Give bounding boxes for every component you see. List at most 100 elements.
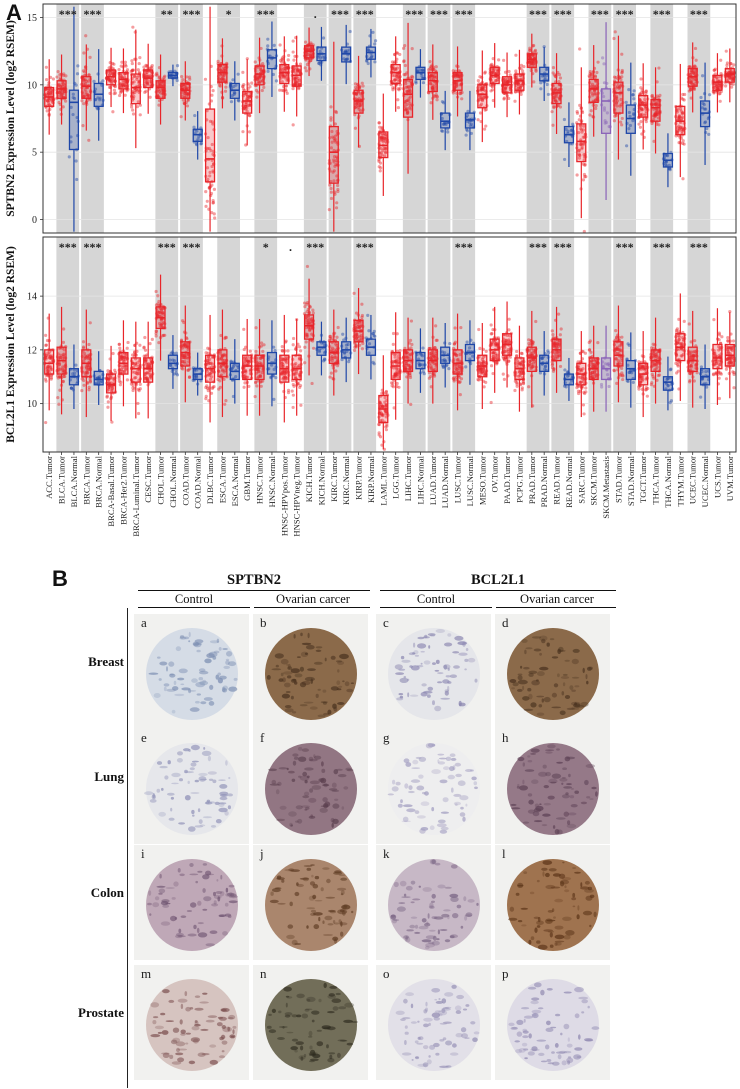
data-point <box>245 96 249 100</box>
data-point <box>57 83 61 87</box>
data-point <box>373 42 377 46</box>
data-point <box>181 78 185 82</box>
data-point <box>693 64 697 68</box>
data-point <box>421 346 425 350</box>
data-point <box>162 75 166 80</box>
box-hnsc-normal <box>266 49 278 70</box>
data-point <box>149 73 153 78</box>
data-point <box>123 75 127 79</box>
data-point <box>156 294 160 298</box>
data-point <box>477 378 481 382</box>
box-prad-tumor <box>526 53 537 68</box>
pair-shade-band <box>526 4 550 233</box>
data-point <box>332 148 336 153</box>
pair-shade-band <box>588 237 612 452</box>
data-point <box>334 109 338 114</box>
box-kirc-tumor <box>328 125 339 184</box>
data-point <box>125 346 129 350</box>
data-point <box>245 101 249 105</box>
data-point <box>149 65 153 69</box>
box-meso-tumor <box>477 84 488 109</box>
data-point <box>222 77 226 81</box>
box-thca-tumor <box>650 98 661 122</box>
data-point <box>161 89 165 93</box>
data-point <box>146 81 150 85</box>
data-point <box>373 60 377 64</box>
data-point <box>292 58 296 62</box>
data-point <box>297 69 301 74</box>
data-point <box>578 47 582 51</box>
data-point <box>336 187 340 192</box>
data-point <box>204 190 208 194</box>
data-point <box>248 114 252 118</box>
data-point <box>335 335 339 339</box>
data-point <box>69 135 73 139</box>
data-point <box>317 61 321 66</box>
data-point <box>87 73 91 77</box>
data-point <box>223 68 227 73</box>
data-point <box>725 61 729 65</box>
data-point <box>69 105 73 109</box>
y-tick-label: 15 <box>27 13 37 24</box>
box-dlbc-tumor <box>204 108 216 183</box>
y-axis-label-2: BCL2L1 Expression Level (log2 RSEM) <box>5 246 17 443</box>
data-point <box>259 384 263 388</box>
box-lusc-tumor <box>452 349 463 375</box>
data-point <box>331 170 335 174</box>
data-point <box>514 53 518 57</box>
data-point <box>241 87 246 91</box>
data-point <box>46 99 50 103</box>
data-point <box>334 110 339 115</box>
data-point <box>638 125 643 129</box>
data-point <box>507 69 511 74</box>
data-point <box>294 76 299 80</box>
data-point <box>186 92 190 96</box>
data-point <box>62 327 66 331</box>
data-point <box>446 130 450 134</box>
data-point <box>148 342 152 346</box>
data-point <box>208 170 212 174</box>
data-point <box>408 375 413 380</box>
data-point <box>223 402 227 406</box>
data-point <box>296 79 300 83</box>
data-point <box>205 166 210 170</box>
data-point <box>305 62 310 67</box>
data-point <box>373 39 378 43</box>
y-tick-label: 14 <box>27 292 37 303</box>
data-point <box>113 84 117 89</box>
data-point <box>188 367 192 371</box>
data-point <box>333 122 337 126</box>
data-point <box>173 69 177 73</box>
data-point <box>329 146 333 150</box>
data-point <box>247 130 252 134</box>
data-point <box>329 118 333 122</box>
data-point <box>522 65 526 69</box>
box-kich-tumor <box>303 314 315 340</box>
data-point <box>482 127 487 131</box>
data-point <box>119 64 123 68</box>
data-point <box>175 78 179 83</box>
data-point <box>256 80 260 84</box>
data-point <box>158 84 162 88</box>
box-chol-tumor <box>155 80 166 99</box>
data-point <box>81 346 86 350</box>
data-point <box>218 68 223 72</box>
y-axis-label-1: SPTBN2 Expression Level (log2 RSEM) <box>5 20 17 217</box>
data-point <box>61 105 65 109</box>
data-point <box>161 88 166 92</box>
y-tick-label: 12 <box>27 345 37 356</box>
data-point <box>218 84 222 88</box>
data-point <box>409 319 414 323</box>
data-point <box>245 109 249 113</box>
data-point <box>332 160 336 164</box>
data-point <box>61 81 65 85</box>
data-point <box>106 400 110 404</box>
box-blca-normal <box>68 89 80 151</box>
data-point <box>248 95 252 100</box>
data-point <box>246 97 250 101</box>
data-point <box>304 58 308 62</box>
data-point <box>156 84 160 88</box>
data-point <box>244 102 248 107</box>
data-point <box>285 65 289 69</box>
data-point <box>575 173 579 177</box>
